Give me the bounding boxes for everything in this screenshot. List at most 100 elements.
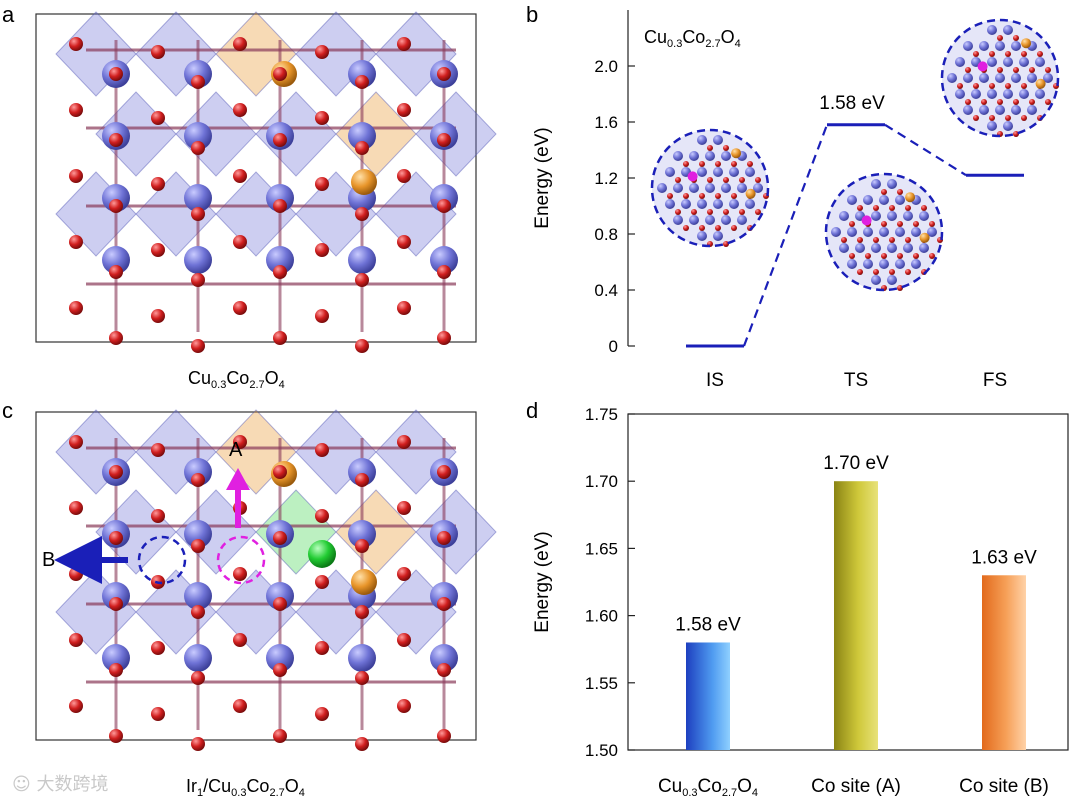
chart-b-ytick-label: 2.0 — [594, 57, 618, 76]
o-atom — [69, 37, 83, 51]
o-atom — [437, 67, 451, 81]
inset-ts-structure — [824, 172, 944, 292]
o-atom — [397, 699, 411, 713]
inset-co-atom — [745, 199, 755, 209]
o-atom — [69, 501, 83, 515]
o-atom — [233, 235, 247, 249]
inset-co-atom — [697, 135, 707, 145]
o-atom — [191, 207, 205, 221]
inset-co-atom — [745, 167, 755, 177]
o-atom — [233, 633, 247, 647]
o-atom — [191, 605, 205, 619]
chart-bar-energy: 1.501.551.601.651.701.75 1.58 eV1.70 eV1… — [532, 405, 1069, 799]
o-atom — [151, 509, 165, 523]
o-atom — [355, 473, 369, 487]
o-atom — [151, 707, 165, 721]
inset-co-atom — [705, 215, 715, 225]
chart-b-category-1: TS — [844, 370, 868, 391]
inset-o-atom — [905, 205, 911, 211]
o-atom — [437, 597, 451, 611]
co-atom — [348, 60, 376, 88]
inset-co-atom — [737, 215, 747, 225]
inset-co-atom — [903, 211, 913, 221]
co-atom — [348, 246, 376, 274]
o-atom — [437, 663, 451, 677]
inset-o-atom — [989, 83, 995, 89]
inset-co-atom — [697, 167, 707, 177]
inset-o-atom — [873, 237, 879, 243]
o-atom — [355, 207, 369, 221]
chart-b-connector — [742, 124, 829, 347]
inset-co-atom — [919, 211, 929, 221]
inset-dashed-circle — [824, 172, 944, 292]
inset-co-atom — [887, 275, 897, 285]
inset-co-atom — [673, 215, 683, 225]
inset-o-atom — [731, 225, 737, 231]
o-atom — [109, 265, 123, 279]
inset-dashed-circle — [650, 128, 770, 248]
inset-o-atom — [683, 161, 689, 167]
inset-co-atom — [863, 259, 873, 269]
chart-d-ytick-label: 1.65 — [585, 539, 618, 558]
inset-o-atom — [841, 237, 847, 243]
o-atom — [109, 729, 123, 743]
inset-co-atom — [995, 41, 1005, 51]
inset-co-atom — [689, 183, 699, 193]
inset-o-atom — [707, 209, 713, 215]
co-atom — [184, 520, 212, 548]
inset-o-atom — [957, 83, 963, 89]
o-atom — [233, 103, 247, 117]
o-atom — [315, 177, 329, 191]
inset-o-atom — [715, 225, 721, 231]
o-atom — [437, 133, 451, 147]
inset-co-atom — [831, 227, 841, 237]
inset-co-atom — [713, 199, 723, 209]
inset-co-atom — [919, 243, 929, 253]
o-atom — [273, 265, 287, 279]
inset-o-atom — [683, 193, 689, 199]
co-atom — [348, 644, 376, 672]
inset-co-atom — [1027, 73, 1037, 83]
chart-d-ytick-label: 1.75 — [585, 405, 618, 424]
chart-b-ytick-label: 0.8 — [594, 225, 618, 244]
o-atom — [437, 265, 451, 279]
co-atom — [348, 458, 376, 486]
inset-co-atom — [665, 199, 675, 209]
chart-d-data-label-1: 1.70 eV — [823, 453, 889, 474]
inset-cu-atom — [919, 232, 930, 243]
arrow-a-label: A — [229, 439, 243, 461]
arrow-a-head — [226, 468, 250, 490]
o-atom — [397, 301, 411, 315]
o-atom — [151, 111, 165, 125]
inset-o-atom — [667, 193, 673, 199]
o-atom — [233, 169, 247, 183]
chart-d-category-0: Cu0.3Co2.7O4 — [658, 776, 758, 799]
inset-co-atom — [721, 215, 731, 225]
inset-co-atom — [963, 73, 973, 83]
co-atom — [266, 246, 294, 274]
co-atom — [184, 246, 212, 274]
co-atom — [184, 60, 212, 88]
caption-a: Cu0.3Co2.7O4 — [188, 368, 285, 391]
inset-o-atom — [873, 205, 879, 211]
o-atom — [315, 111, 329, 125]
o-atom — [397, 235, 411, 249]
inset-co-atom — [979, 73, 989, 83]
inset-o-atom — [897, 221, 903, 227]
inset-cu-atom — [905, 192, 916, 203]
o-atom — [69, 301, 83, 315]
inset-o-atom — [881, 221, 887, 227]
chart-d-bars: 1.58 eV 1.70 eV 1.63 eV — [675, 453, 1037, 750]
inset-o-atom — [707, 145, 713, 151]
chart-b-ytick-label: 0.4 — [594, 281, 618, 300]
o-atom — [437, 199, 451, 213]
co-atom — [266, 184, 294, 212]
inset-o-atom — [739, 177, 745, 183]
inset-co-atom — [855, 243, 865, 253]
inset-o-atom — [731, 193, 737, 199]
o-atom — [355, 737, 369, 751]
o-atom — [397, 567, 411, 581]
inset-co-atom — [1011, 41, 1021, 51]
o-atom — [109, 531, 123, 545]
